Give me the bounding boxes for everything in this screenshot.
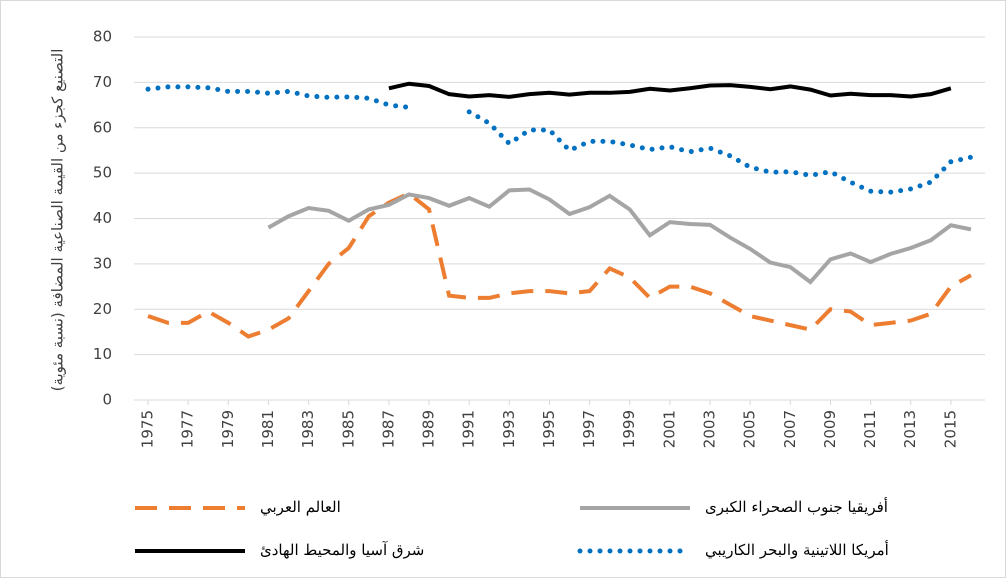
x-tick-label: 2015	[941, 410, 959, 448]
y-tick-label: 0	[102, 391, 112, 409]
legend-label: شرق آسيا والمحيط الهادئ	[260, 541, 424, 559]
x-tick-label: 1999	[620, 410, 638, 448]
x-tick-label: 1981	[259, 410, 277, 448]
series-line	[388, 81, 952, 99]
x-tick-label: 1995	[540, 410, 558, 448]
y-tick-label: 80	[93, 28, 112, 46]
x-tick-label: 1975	[139, 410, 157, 448]
x-tick-label: 1977	[179, 410, 197, 448]
x-tick-label: 1979	[219, 410, 237, 448]
x-tick-label: 2011	[861, 410, 879, 448]
series-line	[147, 191, 972, 339]
series-line	[145, 84, 974, 195]
y-tick-label: 30	[93, 254, 112, 272]
x-tick-label: 1991	[460, 410, 478, 448]
x-tick-label: 2003	[701, 410, 719, 448]
y-tick-label: 40	[93, 209, 112, 227]
x-tick-label: 1985	[339, 410, 357, 448]
x-tick-label: 1983	[299, 410, 317, 448]
legend-label: أمريكا اللاتينية والبحر الكاريبي	[705, 540, 889, 559]
legend-label: أفريقيا جنوب الصحراء الكبرى	[705, 497, 888, 516]
x-tick-label: 1993	[500, 410, 518, 448]
y-tick-label: 60	[93, 118, 112, 136]
x-tick-label: 2007	[781, 410, 799, 448]
x-tick-label: 2013	[901, 410, 919, 448]
x-tick-label: 2001	[660, 410, 678, 448]
legend-label: العالم العربي	[260, 498, 341, 516]
x-tick-label: 2009	[821, 410, 839, 448]
series-line	[267, 187, 972, 285]
x-tick-label: 1989	[420, 410, 438, 448]
y-tick-label: 20	[93, 300, 112, 318]
y-tick-label: 70	[93, 73, 112, 91]
y-axis-title: التصنيع كجزء من القيمة الصناعية المضافة …	[49, 49, 67, 392]
y-tick-label: 10	[93, 345, 112, 363]
x-tick-label: 1997	[580, 410, 598, 448]
x-tick-label: 1987	[379, 410, 397, 448]
x-tick-label: 2005	[741, 410, 759, 448]
y-tick-label: 50	[93, 164, 112, 182]
